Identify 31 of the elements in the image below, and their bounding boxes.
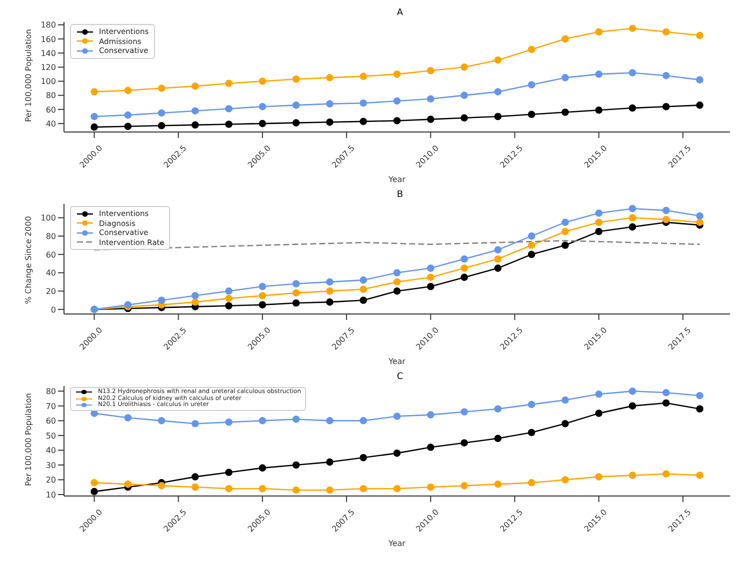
chart-title: C [396, 372, 404, 382]
y-tick-label: 120 [40, 62, 56, 72]
chart-title: B [396, 190, 404, 200]
y-axis-title: Per 100,000 Population [24, 393, 33, 486]
x-axis-title: Year [388, 357, 406, 366]
y-tick-label: 80 [46, 91, 56, 100]
y-axis-title: % Change Since 2000 [24, 216, 33, 304]
y-tick-label: 180 [40, 20, 56, 30]
y-tick-label: 140 [40, 48, 56, 58]
y-tick-label: 60 [46, 250, 56, 260]
y-tick-label: 80 [46, 387, 56, 396]
y-tick-label: 20 [46, 286, 56, 296]
x-axis-title: Year [388, 539, 406, 548]
y-tick-label: 160 [40, 34, 56, 44]
chart-title: A [396, 8, 404, 18]
y-tick-label: 100 [40, 77, 56, 86]
y-axis-title: Per 100,000 Population [24, 29, 33, 122]
y-tick-label: 80 [46, 232, 56, 241]
y-tick-label: 50 [46, 431, 56, 440]
y-tick-label: 40 [46, 268, 56, 278]
y-tick-label: 20 [46, 476, 56, 485]
y-tick-label: 40 [46, 119, 56, 128]
y-tick-label: 0 [50, 305, 56, 314]
y-tick-label: 60 [46, 105, 56, 114]
y-tick-label: 70 [46, 402, 56, 411]
x-axis-title: Year [388, 175, 406, 184]
y-tick-label: 60 [46, 416, 56, 426]
y-tick-label: 30 [46, 460, 56, 470]
y-tick-label: 10 [46, 490, 56, 500]
y-tick-label: 100 [40, 214, 56, 223]
y-tick-label: 40 [46, 446, 56, 456]
